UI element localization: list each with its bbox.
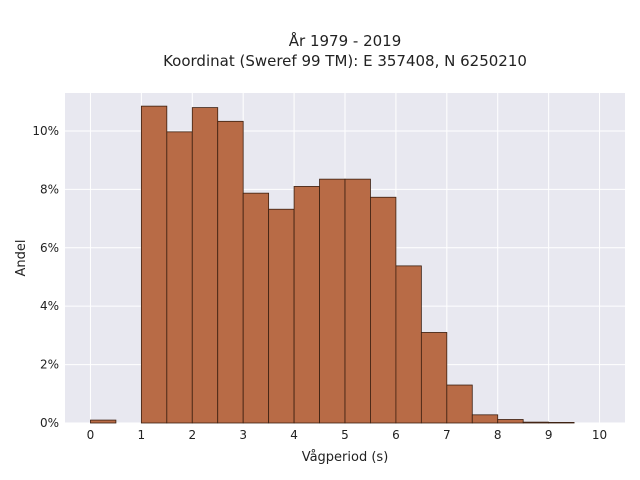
histogram-bar xyxy=(395,265,422,424)
x-tick-label: 7 xyxy=(443,428,451,442)
chart-subtitle: Koordinat (Sweref 99 TM): E 357408, N 62… xyxy=(163,52,527,70)
histogram-bar xyxy=(522,421,550,424)
y-axis-label: Andel xyxy=(14,240,29,277)
x-tick-label: 9 xyxy=(545,428,553,442)
x-tick-label: 2 xyxy=(188,428,196,442)
x-tick-label: 3 xyxy=(239,428,247,442)
histogram-bar xyxy=(548,422,575,424)
histogram-bar xyxy=(446,384,473,424)
histogram-bar xyxy=(90,419,117,424)
y-axis-ticks: 0% 2% 4% 6% 8% 10% xyxy=(32,124,59,430)
y-tick-label: 0% xyxy=(40,416,59,430)
x-tick-label: 4 xyxy=(290,428,298,442)
histogram-bar xyxy=(268,208,295,424)
histogram-bar xyxy=(471,414,499,424)
y-tick-label: 4% xyxy=(40,299,59,313)
x-tick-label: 5 xyxy=(341,428,349,442)
x-axis-ticks: 0 1 2 3 4 5 6 7 8 9 10 xyxy=(87,428,608,442)
y-tick-label: 6% xyxy=(40,241,59,255)
histogram-bar xyxy=(191,107,219,424)
histogram-bar xyxy=(497,419,524,424)
histogram-bar xyxy=(166,131,193,424)
histogram-bar xyxy=(140,105,168,424)
x-tick-label: 8 xyxy=(494,428,502,442)
y-tick-label: 10% xyxy=(32,124,59,138)
x-tick-label: 10 xyxy=(592,428,607,442)
histogram-bar xyxy=(217,120,244,424)
histogram-bar xyxy=(293,186,320,424)
histogram-bar xyxy=(420,332,448,424)
x-tick-label: 1 xyxy=(138,428,146,442)
y-tick-label: 2% xyxy=(40,358,59,372)
histogram-bar xyxy=(344,178,371,424)
histogram-bar xyxy=(242,192,270,424)
y-tick-label: 8% xyxy=(40,182,59,196)
x-axis-label: Vågperiod (s) xyxy=(302,450,389,465)
x-tick-label: 6 xyxy=(392,428,400,442)
histogram-bar xyxy=(319,178,346,424)
histogram-bar xyxy=(370,196,397,424)
bars xyxy=(90,105,575,424)
x-tick-label: 0 xyxy=(87,428,95,442)
chart-title: År 1979 - 2019 xyxy=(289,31,402,50)
